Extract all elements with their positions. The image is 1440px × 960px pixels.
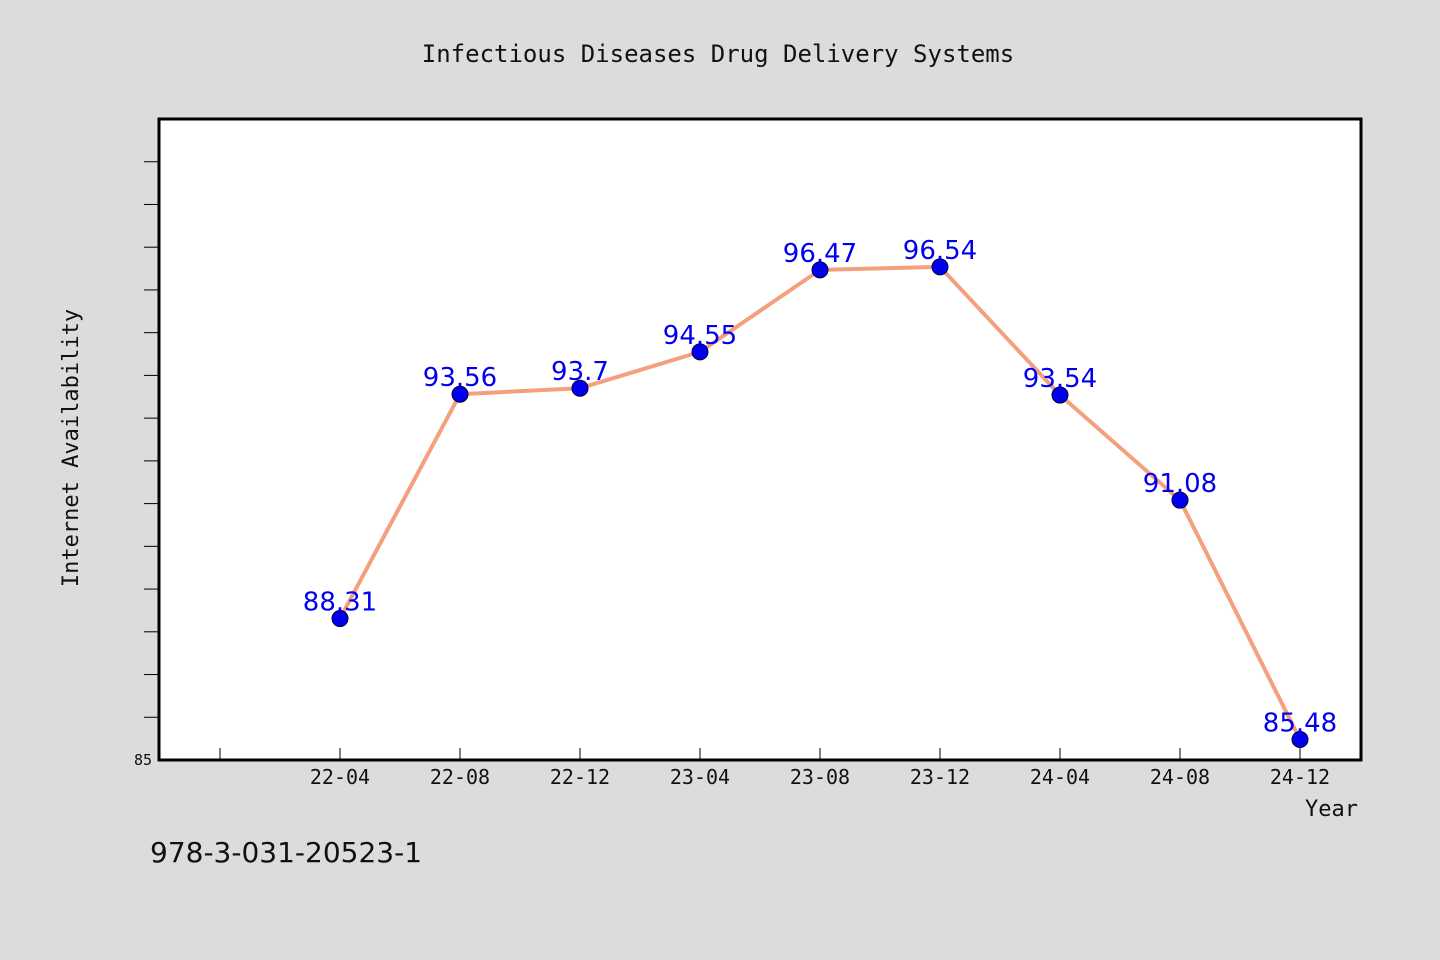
data-point — [1051, 386, 1069, 404]
data-label: 88.31 — [303, 588, 377, 618]
data-point — [571, 379, 589, 397]
y-tick-label: 85 — [134, 751, 152, 769]
plot-area — [157, 117, 1363, 762]
x-tick-label: 22-08 — [430, 765, 490, 789]
data-point — [451, 385, 469, 403]
x-tick-label: 23-04 — [670, 765, 730, 789]
x-tick-label: 24-08 — [1150, 765, 1210, 789]
footnote-isbn: 978-3-031-20523-1 — [150, 836, 422, 869]
x-tick-label: 23-12 — [910, 765, 970, 789]
x-tick-label: 24-04 — [1030, 765, 1090, 789]
x-tick-label: 24-12 — [1270, 765, 1330, 789]
data-label: 96.47 — [783, 239, 857, 269]
x-tick-label: 22-12 — [550, 765, 610, 789]
data-label: 93.56 — [423, 363, 497, 393]
data-label: 96.54 — [903, 236, 977, 266]
data-point — [811, 261, 829, 279]
data-point — [691, 343, 709, 361]
x-axis-label: Year — [1305, 797, 1358, 822]
data-label: 91.08 — [1143, 469, 1217, 499]
data-point — [331, 610, 349, 628]
data-point — [931, 258, 949, 276]
data-labels: 88.31 93.56 93.7 94.55 96.47 96.54 93.54 91.08 8… — [303, 236, 1337, 739]
x-tick-label: 23-08 — [790, 765, 850, 789]
data-label: 85.48 — [1263, 708, 1337, 738]
series-layer — [331, 258, 1309, 748]
data-label: 94.55 — [663, 321, 737, 351]
y-axis-label: Internet Availability — [59, 309, 84, 587]
data-label: 93.54 — [1023, 364, 1097, 394]
y-axis-ticks: 85 — [134, 161, 158, 769]
data-point — [1291, 730, 1309, 748]
chart-title: Infectious Diseases Drug Delivery System… — [422, 40, 1014, 68]
x-tick-label: 22-04 — [310, 765, 370, 789]
x-axis-ticks: 22-04 22-08 22-12 23-04 23-08 23-12 24-04 24-08… — [219, 748, 1330, 789]
data-label: 93.7 — [551, 357, 609, 387]
data-point — [1171, 491, 1189, 509]
